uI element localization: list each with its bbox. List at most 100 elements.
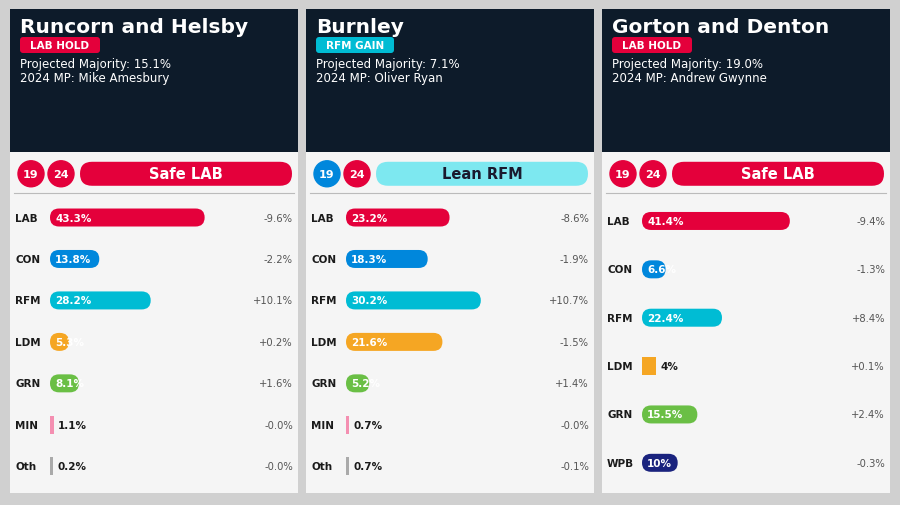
Text: Lean RFM: Lean RFM: [442, 167, 522, 182]
FancyBboxPatch shape: [642, 213, 790, 230]
Text: -0.1%: -0.1%: [560, 462, 589, 471]
Text: -0.3%: -0.3%: [856, 458, 885, 468]
Text: LDM: LDM: [15, 337, 40, 347]
Text: -0.0%: -0.0%: [560, 420, 589, 430]
Bar: [346, 458, 349, 475]
FancyBboxPatch shape: [346, 375, 369, 392]
FancyBboxPatch shape: [50, 209, 204, 227]
Text: LDM: LDM: [311, 337, 337, 347]
Text: -0.0%: -0.0%: [265, 462, 293, 471]
FancyBboxPatch shape: [80, 163, 292, 186]
Text: -9.6%: -9.6%: [264, 213, 293, 223]
FancyBboxPatch shape: [642, 309, 722, 327]
Text: Oth: Oth: [15, 462, 36, 471]
FancyBboxPatch shape: [346, 250, 428, 269]
Text: 19: 19: [616, 170, 631, 179]
FancyBboxPatch shape: [346, 209, 450, 227]
Text: GRN: GRN: [311, 379, 337, 388]
Text: Safe LAB: Safe LAB: [741, 167, 814, 182]
Circle shape: [640, 162, 666, 187]
FancyBboxPatch shape: [50, 333, 69, 351]
Text: GRN: GRN: [607, 410, 632, 420]
Bar: [602, 153, 890, 493]
Text: RFM: RFM: [311, 296, 337, 306]
Text: CON: CON: [607, 265, 632, 275]
Bar: [10, 10, 298, 153]
FancyBboxPatch shape: [376, 163, 588, 186]
Text: CON: CON: [311, 255, 336, 265]
Bar: [306, 153, 594, 493]
Text: +10.7%: +10.7%: [549, 296, 589, 306]
FancyBboxPatch shape: [316, 38, 394, 54]
FancyBboxPatch shape: [50, 250, 99, 269]
Text: 24: 24: [349, 170, 364, 179]
FancyBboxPatch shape: [642, 454, 678, 472]
Text: LAB: LAB: [607, 217, 630, 227]
Text: 2024 MP: Andrew Gwynne: 2024 MP: Andrew Gwynne: [612, 72, 767, 85]
Text: 6.6%: 6.6%: [647, 265, 676, 275]
Text: 21.6%: 21.6%: [351, 337, 387, 347]
Text: +10.1%: +10.1%: [253, 296, 293, 306]
Text: CON: CON: [15, 255, 40, 265]
Text: 23.2%: 23.2%: [351, 213, 387, 223]
Text: 1.1%: 1.1%: [58, 420, 87, 430]
Text: LAB HOLD: LAB HOLD: [623, 41, 681, 51]
Bar: [50, 458, 53, 475]
Text: +1.6%: +1.6%: [259, 379, 293, 388]
Text: +1.4%: +1.4%: [555, 379, 589, 388]
Text: Projected Majority: 15.1%: Projected Majority: 15.1%: [20, 58, 171, 71]
FancyBboxPatch shape: [672, 163, 884, 186]
Text: +2.4%: +2.4%: [851, 410, 885, 420]
FancyBboxPatch shape: [642, 406, 698, 424]
FancyBboxPatch shape: [50, 375, 79, 392]
FancyBboxPatch shape: [346, 292, 481, 310]
Text: RFM GAIN: RFM GAIN: [326, 41, 384, 51]
FancyBboxPatch shape: [20, 38, 100, 54]
Text: 43.3%: 43.3%: [55, 213, 92, 223]
Text: -1.5%: -1.5%: [560, 337, 589, 347]
Text: Burnley: Burnley: [316, 18, 404, 37]
Bar: [306, 10, 594, 153]
Text: 2024 MP: Mike Amesbury: 2024 MP: Mike Amesbury: [20, 72, 169, 85]
Text: MIN: MIN: [311, 420, 334, 430]
Text: WPB: WPB: [607, 458, 634, 468]
Text: 0.7%: 0.7%: [353, 462, 382, 471]
Text: RFM: RFM: [607, 313, 633, 323]
Text: -1.9%: -1.9%: [560, 255, 589, 265]
Text: +0.1%: +0.1%: [851, 362, 885, 371]
Text: -0.0%: -0.0%: [265, 420, 293, 430]
Circle shape: [18, 162, 44, 187]
Text: 4%: 4%: [661, 362, 679, 371]
Text: Projected Majority: 7.1%: Projected Majority: 7.1%: [316, 58, 460, 71]
Bar: [642, 358, 656, 375]
Circle shape: [610, 162, 636, 187]
Bar: [50, 416, 54, 434]
Text: 10%: 10%: [647, 458, 672, 468]
Text: 30.2%: 30.2%: [351, 296, 387, 306]
Text: 24: 24: [53, 170, 68, 179]
Bar: [602, 10, 890, 153]
Text: LAB: LAB: [311, 213, 334, 223]
FancyBboxPatch shape: [346, 333, 443, 351]
Text: 5.2%: 5.2%: [351, 379, 380, 388]
Bar: [10, 153, 298, 493]
Text: Gorton and Denton: Gorton and Denton: [612, 18, 829, 37]
Circle shape: [314, 162, 340, 187]
Text: 19: 19: [23, 170, 39, 179]
Text: 18.3%: 18.3%: [351, 255, 387, 265]
Text: 0.2%: 0.2%: [57, 462, 86, 471]
FancyBboxPatch shape: [50, 292, 150, 310]
Text: -2.2%: -2.2%: [264, 255, 293, 265]
FancyBboxPatch shape: [642, 261, 666, 279]
Text: 28.2%: 28.2%: [55, 296, 91, 306]
Circle shape: [48, 162, 74, 187]
Text: 19: 19: [320, 170, 335, 179]
Text: Oth: Oth: [311, 462, 332, 471]
Text: 8.1%: 8.1%: [55, 379, 84, 388]
FancyBboxPatch shape: [612, 38, 692, 54]
Text: -9.4%: -9.4%: [856, 217, 885, 227]
Text: MIN: MIN: [15, 420, 38, 430]
Bar: [346, 416, 349, 434]
Text: 13.8%: 13.8%: [55, 255, 91, 265]
Text: -8.6%: -8.6%: [560, 213, 589, 223]
